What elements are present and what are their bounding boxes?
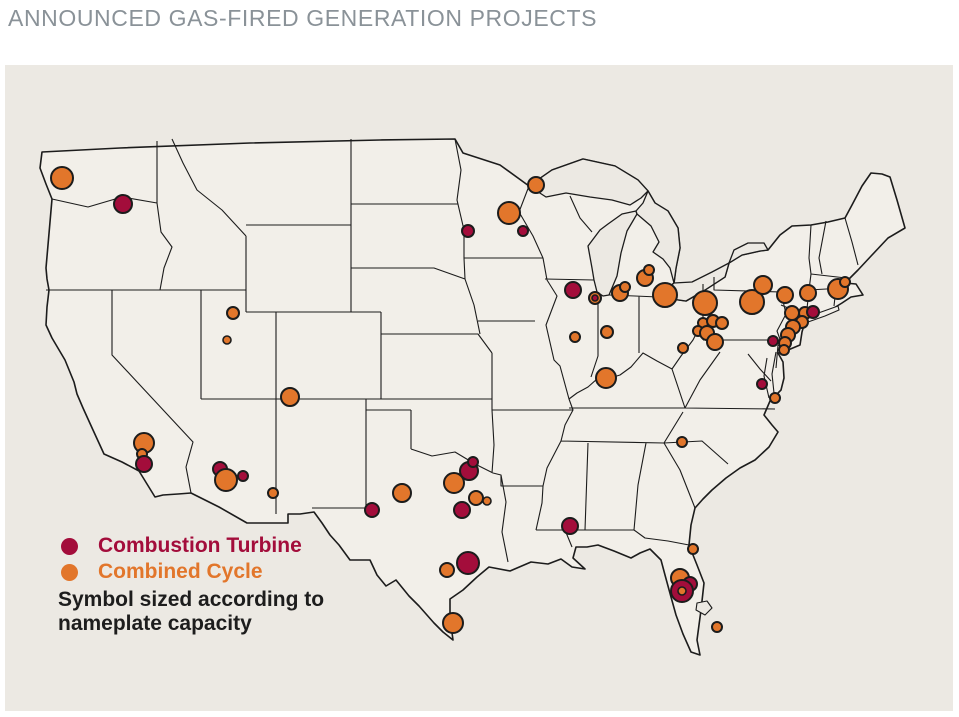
marker-combined-cycle <box>677 342 689 354</box>
marker-combustion-turbine <box>517 225 529 237</box>
marker-combined-cycle <box>569 331 581 343</box>
marker-combined-cycle <box>706 333 724 351</box>
project-markers-layer <box>50 166 851 634</box>
combined-cycle-dot-icon <box>61 563 78 581</box>
marker-combined-cycle <box>222 335 232 345</box>
marker-combined-cycle <box>280 387 300 407</box>
legend-size-note-line2: nameplate capacity <box>58 612 252 635</box>
marker-combined-cycle <box>676 436 688 448</box>
marker-combined-cycle <box>527 176 545 194</box>
marker-combined-cycle <box>267 487 279 499</box>
us-map <box>39 138 906 656</box>
legend-item-combustion-turbine: Combustion Turbine <box>53 533 324 559</box>
marker-combined-cycle <box>442 612 464 634</box>
marker-combined-cycle <box>214 468 238 492</box>
marker-combustion-turbine <box>456 551 480 575</box>
marker-combustion-turbine <box>767 335 779 347</box>
marker-combustion-turbine <box>364 502 380 518</box>
marker-combined-cycle <box>778 344 790 356</box>
marker-combustion-turbine <box>806 305 820 319</box>
marker-combined-cycle <box>482 496 492 506</box>
marker-combustion-turbine <box>564 281 582 299</box>
marker-combined-cycle <box>497 201 521 225</box>
marker-combined-cycle <box>715 316 729 330</box>
legend-size-note-line1: Symbol sized according to <box>58 588 325 611</box>
marker-combustion-turbine <box>237 470 249 482</box>
marker-combustion-turbine <box>561 517 579 535</box>
marker-combustion-turbine <box>756 378 768 390</box>
marker-combustion-turbine <box>113 194 133 214</box>
marker-combustion-turbine <box>591 294 599 302</box>
lake-superior <box>528 158 649 206</box>
lake-huron <box>635 190 681 284</box>
marker-combined-cycle <box>595 367 617 389</box>
map-legend: Combustion Turbine Combined Cycle Symbol… <box>53 533 324 636</box>
lake-okeechobee <box>695 600 713 616</box>
marker-combined-cycle <box>692 290 718 316</box>
legend-label-combustion-turbine: Combustion Turbine <box>98 534 302 557</box>
marker-combustion-turbine <box>467 456 479 468</box>
marker-combustion-turbine <box>461 224 475 238</box>
page-title: ANNOUNCED GAS-FIRED GENERATION PROJECTS <box>8 5 598 31</box>
lake-ontario <box>728 242 769 264</box>
marker-combined-cycle <box>443 472 465 494</box>
marker-combined-cycle <box>677 586 687 596</box>
marker-combustion-turbine <box>135 455 153 473</box>
marker-combined-cycle <box>468 490 484 506</box>
marker-combined-cycle <box>50 166 74 190</box>
state-borders <box>46 138 859 563</box>
marker-combined-cycle <box>687 543 699 555</box>
marker-combined-cycle <box>739 289 765 315</box>
marker-combined-cycle <box>643 264 655 276</box>
marker-combined-cycle <box>839 276 851 288</box>
marker-combined-cycle <box>600 325 614 339</box>
marker-combined-cycle <box>769 392 781 404</box>
marker-combined-cycle <box>652 282 678 308</box>
marker-combined-cycle <box>711 621 723 633</box>
marker-combined-cycle <box>799 284 817 302</box>
marker-combined-cycle <box>439 562 455 578</box>
marker-combined-cycle <box>619 281 631 293</box>
marker-combined-cycle <box>226 306 240 320</box>
combustion-turbine-dot-icon <box>61 537 78 555</box>
legend-size-note: Symbol sized according to nameplate capa… <box>53 588 324 636</box>
marker-combined-cycle <box>776 286 794 304</box>
marker-combined-cycle <box>753 275 773 295</box>
marker-combined-cycle <box>392 483 412 503</box>
map-panel: Combustion Turbine Combined Cycle Symbol… <box>5 65 953 711</box>
legend-label-combined-cycle: Combined Cycle <box>98 560 263 583</box>
legend-item-combined-cycle: Combined Cycle <box>53 559 324 585</box>
marker-combustion-turbine <box>453 501 471 519</box>
